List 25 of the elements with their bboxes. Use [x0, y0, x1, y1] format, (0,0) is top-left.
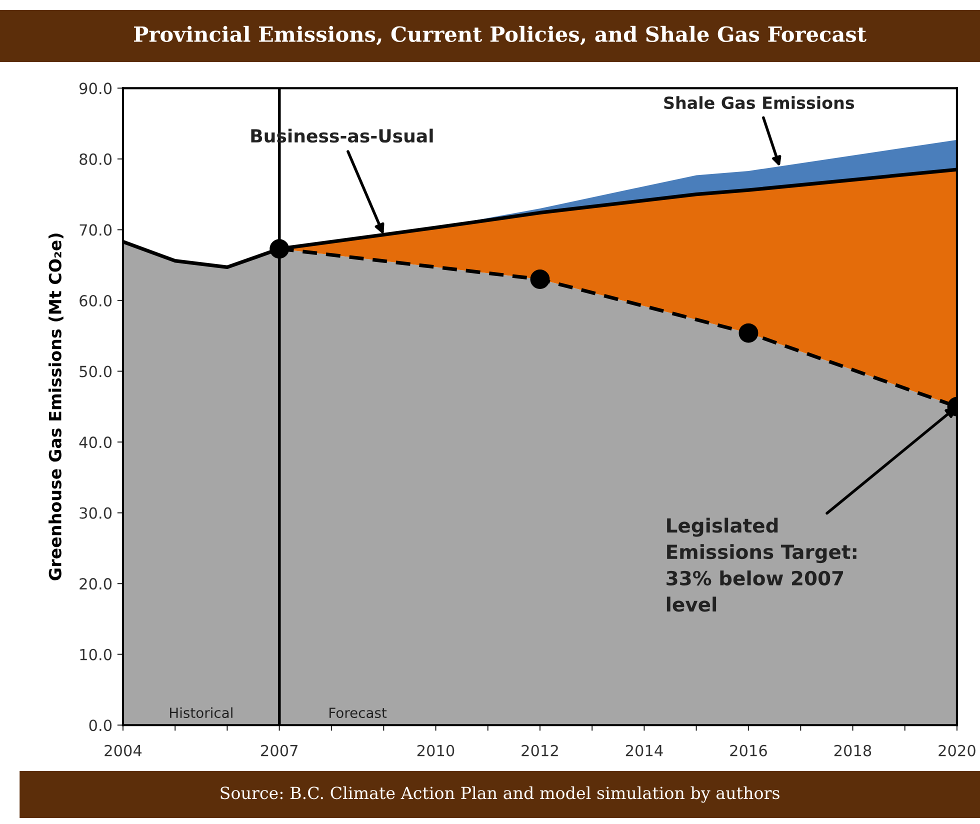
- x-tick-label: 2018: [834, 744, 872, 756]
- x-tick-label: 2004: [104, 744, 142, 756]
- y-tick-label: 20.0: [80, 578, 112, 590]
- y-tick-label: 90.0: [80, 82, 112, 94]
- annotation: Legislated Emissions Target: 33% below 2007 level: [666, 518, 856, 612]
- annotation: Shale Gas Emissions: [664, 96, 854, 110]
- y-tick-label: 30.0: [80, 507, 112, 519]
- y-tick-label: 10.0: [80, 648, 112, 660]
- y-tick-label: 80.0: [80, 153, 112, 165]
- y-tick-label: 0.0: [89, 720, 112, 732]
- y-tick-label: 70.0: [80, 224, 112, 236]
- x-tick-label: 2012: [522, 744, 558, 756]
- y-tick-label: 50.0: [80, 366, 112, 378]
- x-tick-label: 2014: [626, 744, 663, 756]
- x-tick-label: 2020: [938, 744, 976, 756]
- x-tick-label: 2016: [730, 744, 767, 756]
- annotation: Historical: [170, 707, 232, 718]
- source-note: Source: B.C. Climate Action Plan and model simulation by authors: [220, 786, 780, 803]
- x-tick-label: 2007: [261, 744, 298, 756]
- y-tick-label: 60.0: [80, 294, 112, 307]
- annotation: Forecast: [330, 708, 387, 718]
- y-tick-label: 40.0: [79, 436, 112, 448]
- x-tick-label: 2010: [417, 744, 454, 756]
- chart-title: Provincial Emissions, Current Policies, and Shale Gas Forecast: [134, 26, 866, 46]
- y-axis-title: Greenhouse Gas Emissions (Mt CO₂e): [48, 234, 64, 580]
